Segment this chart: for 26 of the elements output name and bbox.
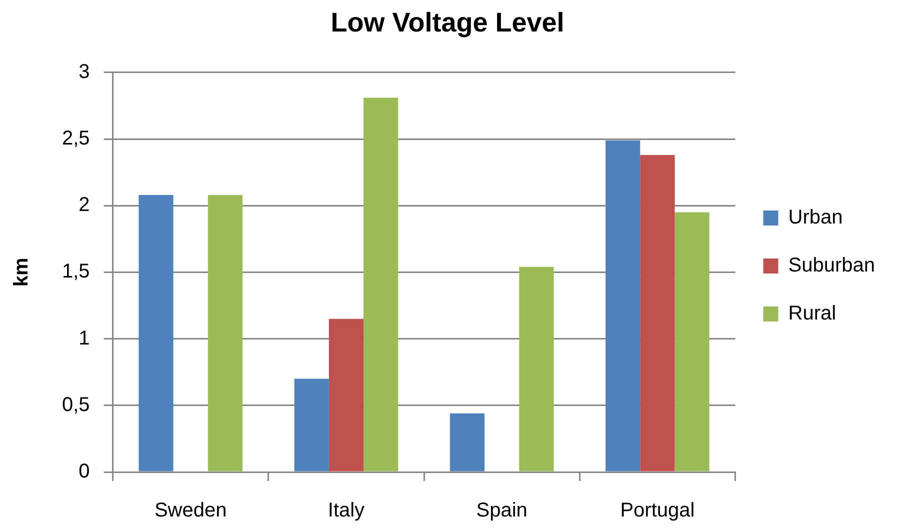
- y-tick-label: 1,5: [62, 260, 90, 283]
- bar: [294, 378, 329, 472]
- legend-label: Rural: [788, 302, 836, 325]
- x-tick-label: Portugal: [620, 500, 695, 522]
- y-tick-label: 1: [78, 327, 90, 350]
- legend-label: Suburban: [788, 254, 876, 277]
- y-axis-title: km: [10, 258, 33, 287]
- y-tick-label: 2,5: [62, 128, 90, 150]
- y-tick-label: 2: [78, 194, 90, 216]
- bar: [208, 194, 243, 472]
- bar: [450, 413, 485, 472]
- y-tick-label: 3: [78, 60, 90, 83]
- x-tick-label: Italy: [328, 500, 365, 522]
- x-tick-label: Spain: [476, 500, 528, 522]
- bar: [328, 318, 364, 472]
- bar: [138, 194, 174, 472]
- chart-title: Low Voltage Level: [330, 8, 564, 38]
- bar: [674, 212, 710, 472]
- bar: [606, 140, 640, 472]
- bar: [364, 98, 398, 472]
- bar: [519, 266, 554, 472]
- y-tick-label: 0,5: [62, 394, 90, 416]
- bar: [640, 154, 675, 472]
- x-tick-label: Sweden: [154, 500, 227, 522]
- legend-label: Urban: [788, 206, 843, 229]
- y-tick-label: 0: [78, 460, 90, 483]
